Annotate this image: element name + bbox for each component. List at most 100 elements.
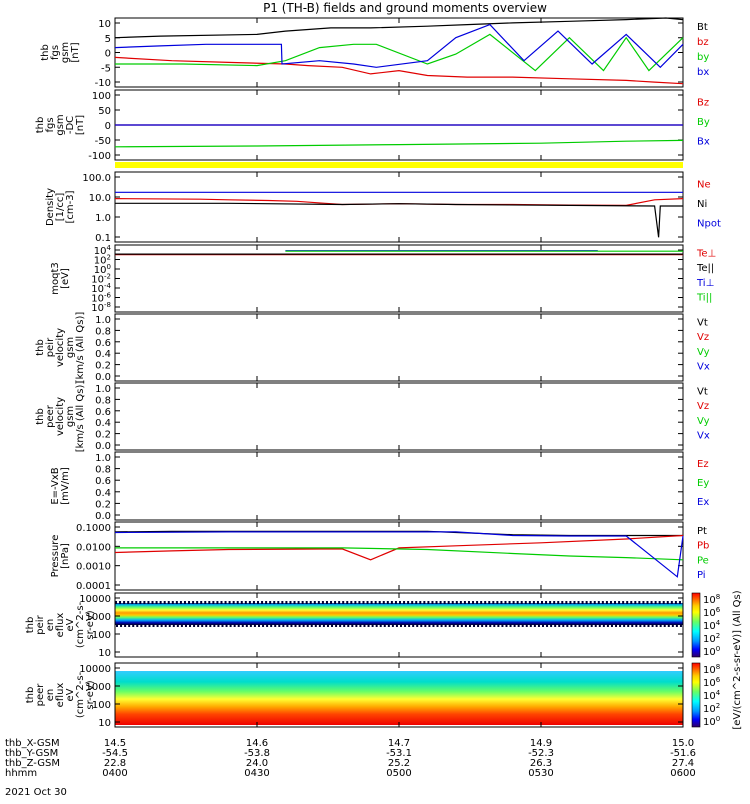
legend-Pe: Pe [697,555,709,566]
xaxis-value: -52.3 [528,748,554,759]
spectrogram-noise [451,601,454,604]
ylabel-peir-en: thb peir en eflux eV (cm^2-s-sr-eV) [25,601,96,648]
ylabel-line: velocity [55,397,66,436]
ylabel-density: Density [1/cc] [cm-3] [45,188,76,226]
ytick-label: 100 [92,630,111,641]
spectrogram-noise [208,601,211,604]
spectrogram-noise [536,601,539,604]
series-bz [114,56,684,85]
spectrogram-noise [554,624,557,627]
ytick-label: 1.0 [95,453,111,464]
spectrogram-noise [678,601,681,604]
spectrogram-noise [331,624,334,627]
spectrogram-noise [188,601,191,604]
spectrogram-noise [416,624,419,627]
xaxis-value: 0500 [386,768,411,779]
spectrogram-noise [581,601,584,604]
spectrogram-noise [557,601,560,604]
ytick-label: 10 [98,718,111,729]
spectrogram-noise [355,624,358,627]
spectrogram-noise [160,624,163,627]
legend-Bz: Bz [697,98,709,109]
spectrogram-noise [460,624,463,627]
xaxis-row-label: hhmm [5,768,37,779]
spectrogram-noise [132,624,135,627]
spectrogram-noise [597,601,600,604]
ytick-label: 0.6 [95,407,111,418]
ylabel-line: fgs [50,45,61,60]
spectrogram-noise [175,601,178,604]
panel-density: 100.0 10.0 1.0 0.1 Density [1/cc] [cm-3] Ne Ni Np… [45,171,721,244]
ytick-label: 50 [98,106,111,117]
spectrogram-noise [615,624,618,627]
spectrogram-noise [606,624,609,627]
spectrogram-noise [325,601,328,604]
spectrogram-noise [136,624,139,627]
xaxis-value: 14.6 [246,738,268,749]
spectrogram-noise [258,624,260,627]
spectrogram-peer-en [115,671,683,725]
ylabel-line: [mV/m] [60,467,71,505]
spectrogram-noise [342,601,345,604]
spectrogram-noise [464,624,467,627]
spectrogram-noise [565,601,568,604]
spectrogram-noise [273,601,276,604]
spectrogram-noise [351,624,354,627]
spectrogram-noise [509,624,512,627]
spectrogram-noise [589,601,592,604]
spectrogram-noise [435,601,438,604]
ylabel-line: eV [65,618,76,631]
spectrogram-noise [119,601,122,604]
colorbar-tick: 108 [703,593,720,606]
ylabel-line: gsm [55,114,66,135]
xaxis-value: 25.2 [388,758,410,769]
ylabel-line: Pressure [50,535,61,578]
spectrogram-noise [387,624,390,627]
spectrogram-noise [585,601,588,604]
spectrogram-noise [209,624,212,627]
spectrogram-noise [302,624,305,627]
spectrogram-noise [123,601,126,604]
spectrogram-noise [282,624,285,627]
spectrogram-noise [140,624,143,627]
spectrogram-noise [354,601,357,604]
spectrogram-noise [382,601,385,604]
legend-Ex: Ex [697,497,709,508]
legend-Vy: Vy [697,347,710,358]
spectrogram-noise [561,601,564,604]
spectrogram-noise [512,601,515,604]
legend-Ne: Ne [697,180,711,191]
spectrogram-noise [192,601,195,604]
spectrogram-noise [321,601,324,604]
spectrogram-noise [306,624,309,627]
spectrogram-noise [485,624,488,627]
ytick-label: 5 [105,34,111,45]
spectrogram-noise [658,601,661,604]
spectrogram-noise [270,624,273,627]
xaxis-value: 0530 [528,768,553,779]
spectrogram-noise [394,601,397,604]
spectrogram-noise [274,624,277,627]
spectrogram-noise [646,601,649,604]
ylabel-line: E=-VxB [50,467,61,504]
spectrogram-noise [439,601,442,604]
spectrogram-noise [184,624,187,627]
spectrogram-noise [634,601,637,604]
spectrogram-noise [647,624,650,627]
spectrogram-noise [310,624,313,627]
spectrogram-noise [545,601,548,604]
xaxis-value: 0400 [102,768,127,779]
spectrogram-noise [459,601,462,604]
spectrogram-noise [651,624,654,627]
spectrogram-noise [399,601,401,604]
spectrogram-noise [447,601,450,604]
colorbar-tick: 102 [703,702,720,715]
spectrogram-noise [428,624,431,627]
spectrogram-noise [602,624,605,627]
spectrogram-noise [443,601,446,604]
spectrogram-noise [278,624,281,627]
spectrogram-noise [444,624,447,627]
spectrogram-noise [655,624,658,627]
ytick-label: 0.2 [95,430,111,441]
